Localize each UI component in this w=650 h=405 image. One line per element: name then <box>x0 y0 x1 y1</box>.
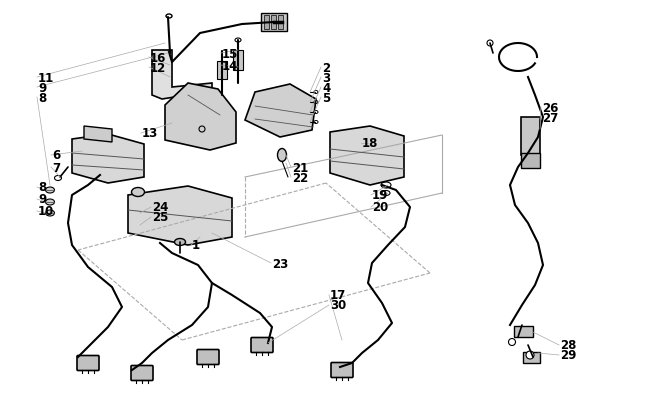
Bar <box>264 16 269 30</box>
Text: 13: 13 <box>142 127 158 140</box>
FancyBboxPatch shape <box>197 350 219 364</box>
Text: 4: 4 <box>322 81 330 94</box>
Text: 16: 16 <box>150 51 166 64</box>
Text: 5: 5 <box>322 91 330 104</box>
Bar <box>521 118 540 156</box>
Text: 2: 2 <box>322 61 330 74</box>
Text: 8: 8 <box>38 181 46 194</box>
Text: 28: 28 <box>560 339 577 352</box>
Text: 18: 18 <box>362 137 378 150</box>
FancyBboxPatch shape <box>131 366 153 381</box>
FancyBboxPatch shape <box>77 356 99 371</box>
Text: 25: 25 <box>152 211 168 224</box>
Text: 8: 8 <box>38 91 46 104</box>
Text: 9: 9 <box>38 193 46 206</box>
Bar <box>514 326 533 337</box>
Text: 9: 9 <box>38 81 46 94</box>
Text: 24: 24 <box>152 201 168 214</box>
Polygon shape <box>72 135 144 183</box>
Text: 21: 21 <box>292 161 308 174</box>
Text: 22: 22 <box>292 171 308 184</box>
Bar <box>217 62 227 80</box>
Text: 27: 27 <box>542 111 558 124</box>
Text: 3: 3 <box>322 71 330 84</box>
Polygon shape <box>245 85 316 138</box>
Ellipse shape <box>174 239 185 246</box>
Text: 26: 26 <box>542 101 558 114</box>
Bar <box>271 16 276 30</box>
Text: 15: 15 <box>222 47 239 60</box>
Bar <box>261 14 287 32</box>
FancyBboxPatch shape <box>251 338 273 353</box>
Text: 20: 20 <box>372 201 388 214</box>
Ellipse shape <box>131 188 144 197</box>
Ellipse shape <box>526 351 534 359</box>
Polygon shape <box>330 127 404 185</box>
Ellipse shape <box>46 200 55 205</box>
Bar <box>278 16 283 30</box>
Ellipse shape <box>46 188 55 194</box>
Text: 7: 7 <box>52 161 60 174</box>
Ellipse shape <box>508 339 515 345</box>
Text: 23: 23 <box>272 257 288 270</box>
Text: 19: 19 <box>372 189 388 202</box>
Text: 1: 1 <box>192 239 200 252</box>
FancyBboxPatch shape <box>331 362 353 377</box>
Text: 14: 14 <box>222 60 239 72</box>
Bar <box>233 51 243 71</box>
Text: 30: 30 <box>330 299 346 312</box>
Ellipse shape <box>166 15 172 19</box>
Polygon shape <box>165 84 236 151</box>
Ellipse shape <box>278 149 287 162</box>
Polygon shape <box>84 127 112 143</box>
Text: 6: 6 <box>52 149 60 162</box>
Text: 17: 17 <box>330 289 346 302</box>
Text: 29: 29 <box>560 349 577 362</box>
Bar <box>523 352 540 363</box>
Bar <box>521 153 540 168</box>
Text: 12: 12 <box>150 61 166 74</box>
Polygon shape <box>128 187 232 245</box>
Text: 10: 10 <box>38 205 54 218</box>
Text: 11: 11 <box>38 71 54 84</box>
Polygon shape <box>152 51 212 100</box>
Ellipse shape <box>46 211 55 216</box>
